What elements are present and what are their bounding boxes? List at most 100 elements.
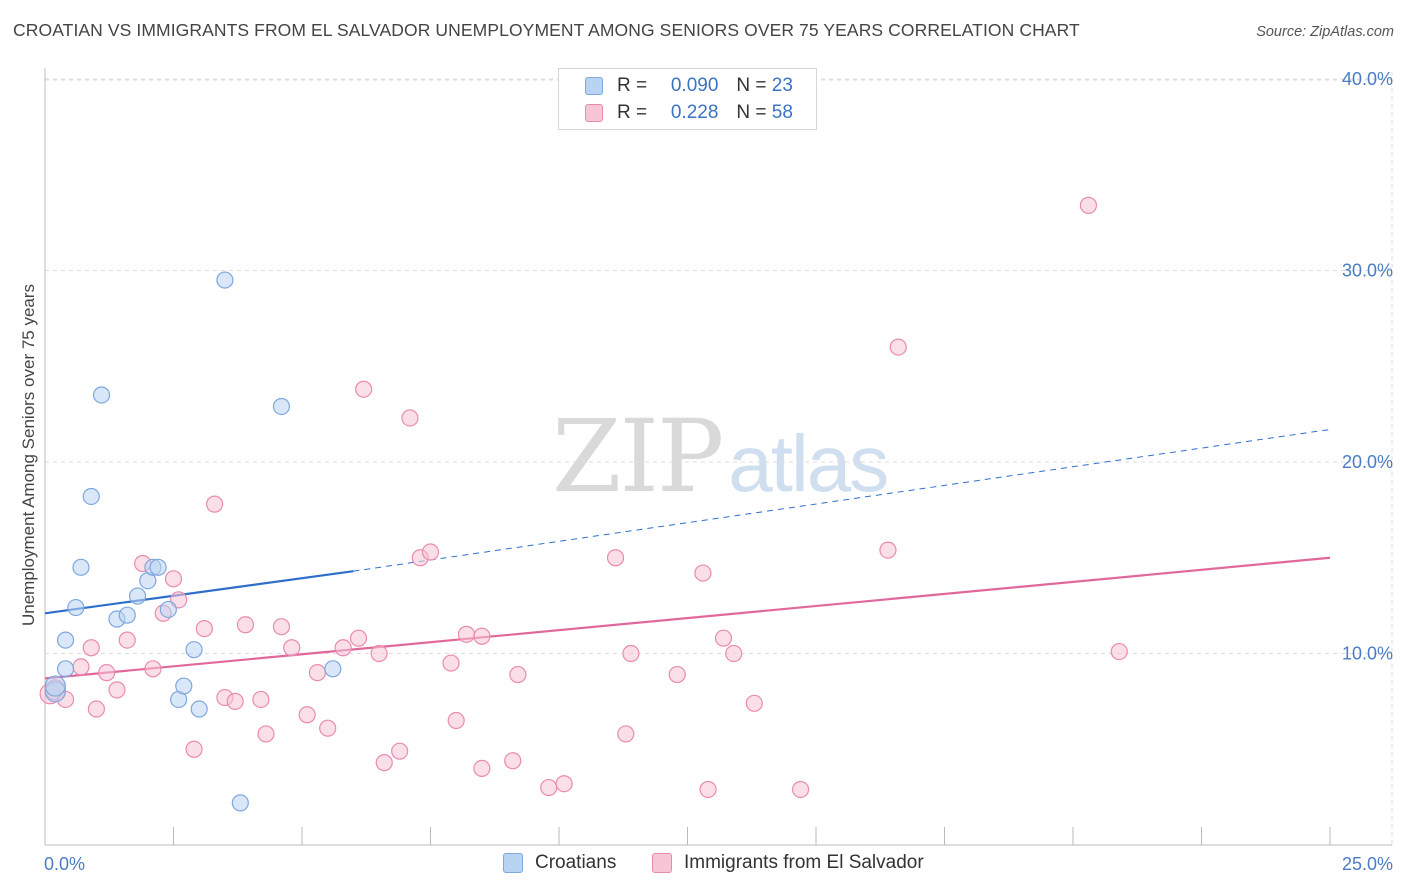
data-points: [39, 196, 1128, 812]
r-label: R =: [617, 102, 648, 123]
croatians-point-14: [159, 600, 177, 619]
salvador-point-10: [144, 660, 162, 678]
stats-legend-row-salvador: R = 0.228 N = 58: [585, 100, 793, 126]
gridlines: [45, 72, 1393, 845]
salvador-point-42: [509, 665, 527, 684]
salvador-point-31: [375, 754, 393, 772]
croatians-point-10: [128, 587, 147, 605]
salvador-point-52: [725, 644, 743, 663]
croatians-point-19: [216, 271, 234, 289]
r-value: 0.228: [670, 102, 719, 123]
salvador-point-18: [226, 692, 244, 710]
watermark: ZIPatlas: [552, 398, 889, 515]
salvador-point-7: [108, 681, 126, 699]
salvador-point-58: [1110, 642, 1128, 661]
salvador-point-30: [370, 644, 388, 663]
salvador-point-27: [334, 639, 352, 657]
croatians-point-3: [56, 631, 75, 649]
croatians-point-6: [82, 487, 100, 506]
croatians-point-9: [118, 606, 136, 624]
n-value: 23: [771, 75, 793, 96]
salvador-point-43: [540, 778, 558, 797]
salvador-point-23: [283, 639, 301, 657]
legend-item-croatians[interactable]: Croatians: [503, 852, 616, 874]
salvador-point-8: [118, 631, 136, 649]
n-label: N =: [736, 102, 767, 123]
salvador-swatch: [585, 104, 603, 122]
salvador-point-45: [606, 549, 625, 567]
croatians-point-18: [190, 700, 208, 718]
salvador-point-5: [87, 700, 106, 718]
salvador-point-51: [714, 629, 733, 647]
chart-title: CROATIAN VS IMMIGRANTS FROM EL SALVADOR …: [13, 20, 1080, 40]
salvador-point-49: [694, 564, 712, 582]
salvador-point-21: [257, 725, 275, 743]
salvador-point-56: [889, 338, 907, 356]
salvador-point-55: [879, 541, 897, 559]
stats-legend-row-croatians: R = 0.090 N = 23: [585, 73, 793, 99]
salvador-point-54: [791, 780, 810, 799]
salvador-point-53: [745, 694, 763, 712]
croatians-trend-line: [44, 570, 354, 615]
salvador-point-12: [164, 570, 183, 588]
salvador-point-47: [622, 644, 640, 663]
salvador-point-25: [308, 664, 327, 682]
trend-lines: [44, 428, 1331, 680]
salvador-point-29: [355, 380, 373, 398]
salvador-point-26: [319, 719, 337, 737]
salvador-point-32: [391, 742, 409, 760]
legend-label-croatians: Croatians: [535, 852, 617, 873]
salvador-point-3: [72, 658, 90, 676]
salvador-point-39: [473, 627, 491, 645]
y-tick-label-40: 40.0%: [1342, 69, 1393, 89]
salvador-point-35: [421, 543, 440, 561]
salvador-point-48: [668, 665, 686, 684]
y-tick-label-30: 30.0%: [1342, 261, 1393, 281]
axes: [44, 68, 1392, 846]
legend-label-salvador: Immigrants from El Salvador: [684, 852, 924, 873]
croatians-point-1: [44, 675, 66, 697]
croatians-point-22: [324, 660, 342, 678]
salvador-point-57: [1079, 196, 1098, 214]
salvador-point-4: [82, 639, 100, 657]
salvador-point-37: [447, 711, 465, 730]
n-label: N =: [736, 75, 767, 96]
salvador-trend-line: [44, 556, 1331, 680]
y-tick-label-10: 10.0%: [1342, 644, 1393, 664]
r-label: R =: [617, 75, 648, 96]
salvador-point-50: [699, 780, 717, 799]
croatians-point-17: [185, 641, 203, 659]
series-legend: Croatians Immigrants from El Salvador: [0, 852, 1406, 878]
salvador-point-46: [617, 725, 635, 743]
croatians-point-5: [72, 558, 90, 576]
salvador-point-14: [185, 740, 203, 758]
source-label: Source: ZipAtlas.com: [1256, 24, 1394, 40]
salvador-point-20: [252, 690, 270, 709]
y-tick-label-20: 20.0%: [1342, 452, 1393, 472]
croatians-point-4: [67, 598, 85, 617]
salvador-point-38: [457, 625, 476, 643]
salvador-point-28: [349, 629, 368, 647]
croatians-point-13: [149, 558, 167, 576]
salvador-point-44: [555, 775, 573, 793]
salvador-point-24: [298, 706, 316, 724]
legend-item-salvador[interactable]: Immigrants from El Salvador: [652, 852, 924, 874]
x-tick-label-min: 0.0%: [44, 854, 85, 874]
salvador-point-41: [504, 752, 522, 770]
salvador-point-16: [206, 495, 224, 513]
salvador-point-15: [195, 620, 213, 638]
salvador-point-19: [236, 616, 255, 634]
salvador-point-6: [98, 664, 116, 682]
croatians-swatch: [585, 77, 603, 95]
croatians-point-21: [272, 397, 291, 416]
salvador-point-22: [272, 618, 291, 636]
x-tick-label-max: 25.0%: [1342, 854, 1393, 874]
n-value: 58: [771, 102, 793, 123]
stats-legend: R = 0.090 N = 23 R = 0.228 N = 58: [558, 68, 817, 130]
watermark-zip: ZIP: [552, 398, 724, 515]
salvador-point-36: [442, 654, 460, 672]
croatians-point-7: [92, 386, 111, 404]
croatians-point-2: [56, 660, 75, 678]
croatians-point-16: [175, 677, 193, 695]
